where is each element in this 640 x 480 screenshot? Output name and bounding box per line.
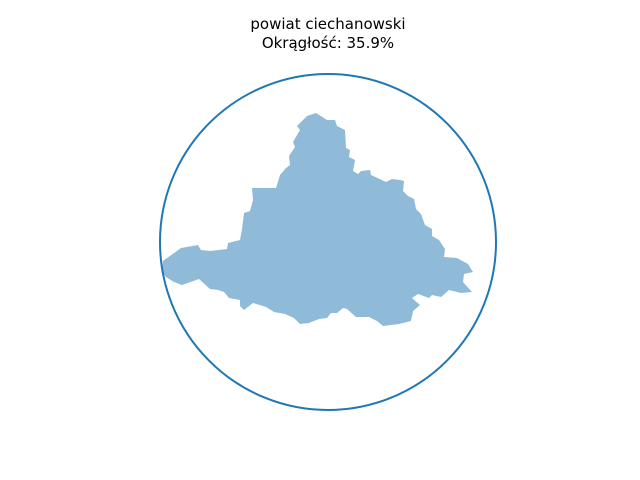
title-region-name: powiat ciechanowski (250, 15, 406, 33)
region-shape (162, 113, 473, 326)
bounding-circle (159, 73, 497, 411)
plot-title: powiat ciechanowski Okrągłość: 35.9% (0, 15, 640, 53)
title-roundness: Okrągłość: 35.9% (261, 34, 395, 52)
